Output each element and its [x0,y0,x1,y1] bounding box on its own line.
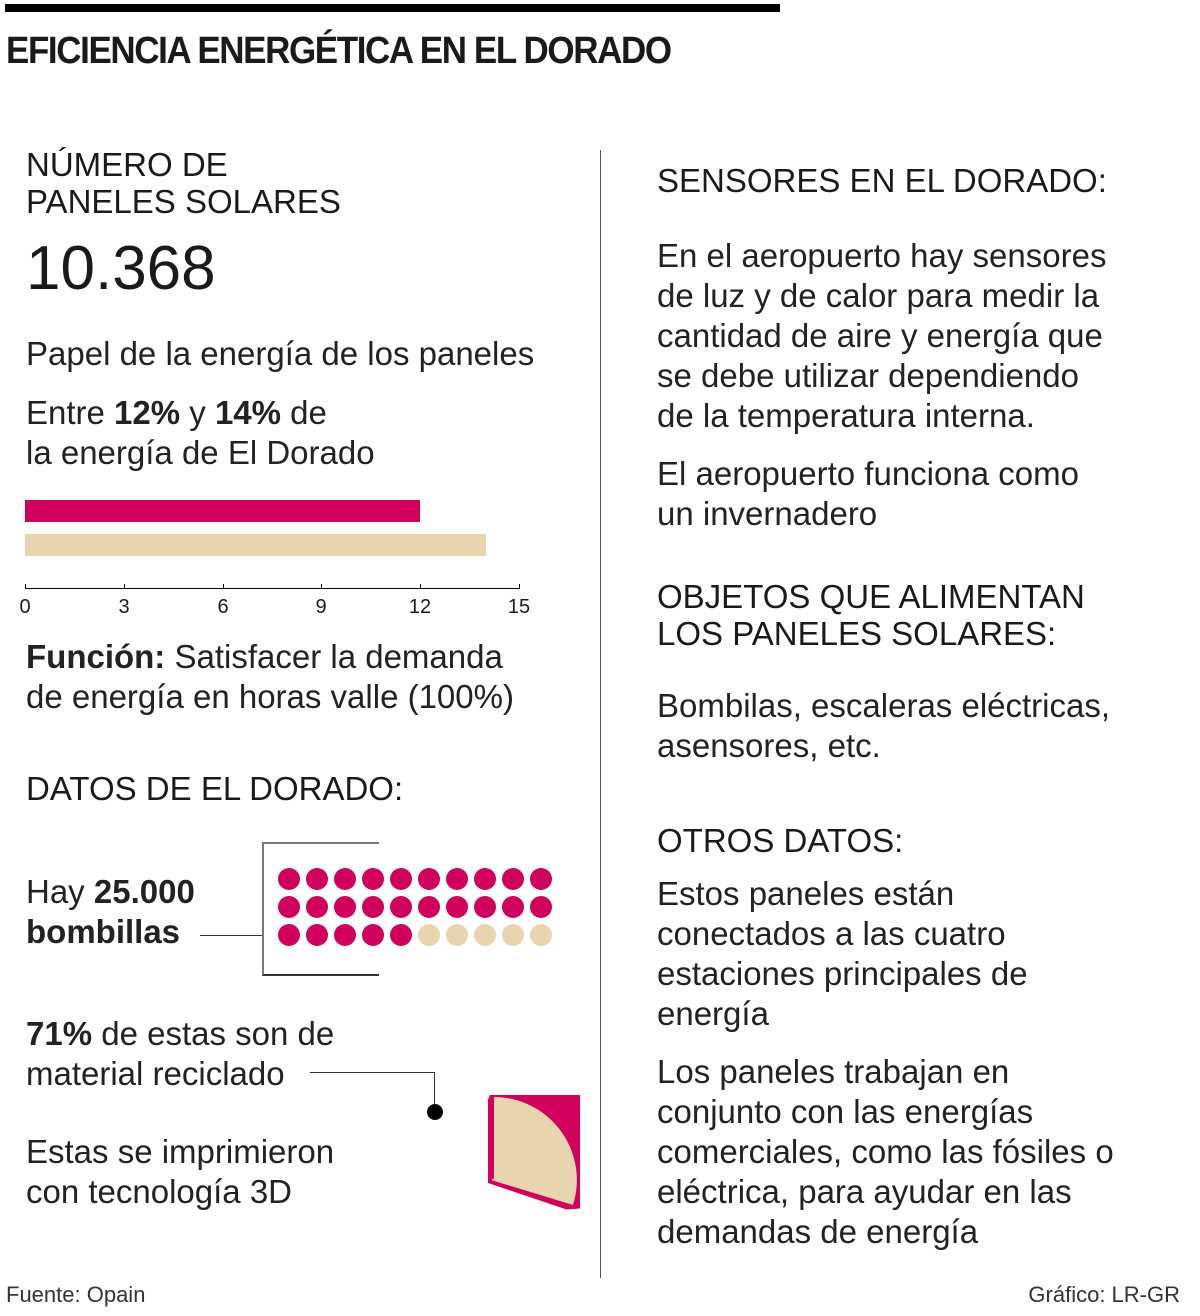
other-paragraph-1: Estos paneles están conectados a las cuat… [657,875,1028,1032]
bulbs-leader-line [200,935,262,936]
bar-12-percent [25,500,420,522]
source-credit: Fuente: Opain [6,1282,146,1307]
pie-leader-h [310,1072,435,1073]
page-title: EFICIENCIA ENERGÉTICA EN EL DORADO [6,30,672,72]
bar-14-percent [25,534,486,556]
sensors-paragraph-2: El aeropuerto funciona como un invernader… [657,455,1079,532]
objects-heading: OBJETOS QUE ALIMENTAN LOS PANELES SOLARES… [657,578,1085,652]
other-paragraph-2: Los paneles trabajan en conjunto con las … [657,1053,1114,1250]
x-axis [25,588,520,589]
role-text: Entre 12% y 14% de la energía de El Dora… [26,394,375,471]
energy-bar-chart: 0 3 6 9 12 15 [19,500,530,618]
sensors-paragraph-1: En el aeropuerto hay sensores de luz y de… [657,237,1107,434]
panels-count: 10.368 [26,234,216,303]
graphic-credit: Gráfico: LR-GR [1028,1282,1180,1307]
recycled-pie-chart [427,1095,580,1210]
pie-marker-dot [427,1104,443,1120]
objects-paragraph: Bombilas, escaleras eléctricas, asensores… [657,687,1111,764]
bulbs-pictogram [278,868,552,946]
bulbs-bracket [262,842,379,976]
column-divider [600,150,601,1278]
data-heading: DATOS DE EL DORADO: [26,770,404,807]
pie-leader-v [434,1072,435,1110]
other-heading: OTROS DATOS: [657,822,904,859]
role-heading: Papel de la energía de los paneles [26,335,535,372]
bulbs-text: Hay 25.000 bombillas [26,873,195,950]
function-text: Función: Satisfacer la demanda de energí… [26,638,514,715]
top-rule [5,4,780,12]
sensors-heading: SENSORES EN EL DORADO: [657,162,1107,199]
printed-text: Estas se imprimieron con tecnología 3D [26,1133,335,1210]
recycled-text: 71% de estas son de material reciclado [26,1015,335,1092]
panels-heading: NÚMERO DE PANELES SOLARES [26,146,341,220]
